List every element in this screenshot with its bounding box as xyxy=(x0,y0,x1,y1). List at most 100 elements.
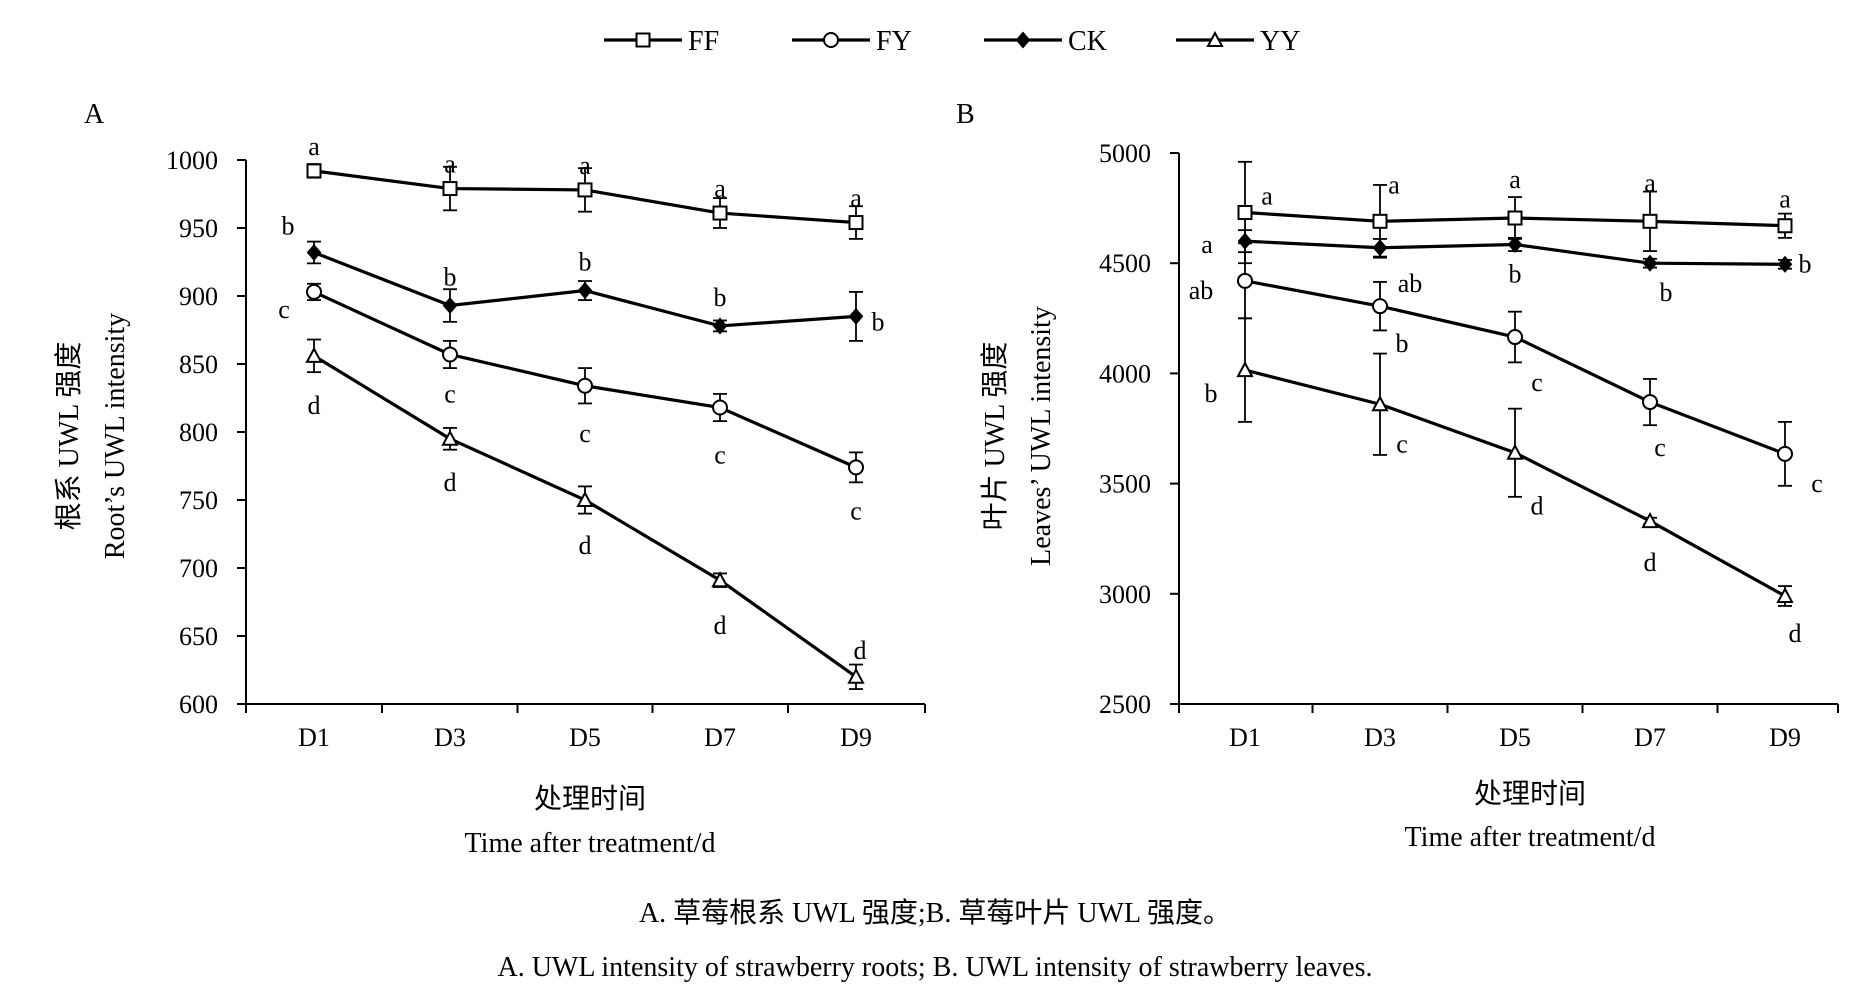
panel-b-point-fy xyxy=(1507,329,1523,346)
panel-b-y-tick-label: 5000 xyxy=(1099,139,1151,168)
panel-a-letter: A xyxy=(84,99,105,130)
legend-item-fy: FY xyxy=(792,26,912,57)
panel-b-x-tick-label-d7: D7 xyxy=(1634,723,1666,752)
panel-a-chart: A 600 650 700 750 800 850 900 950 1000 D1 D3 D5 D7 D9… xyxy=(53,99,926,859)
panel-b-series-fy: ab b c c c xyxy=(1189,242,1823,498)
legend-item-yy: YY xyxy=(1176,26,1300,57)
panel-b-point-ck xyxy=(1507,235,1523,254)
panel-a-sig-letter-fy: c xyxy=(444,379,456,408)
legend-label-ck: CK xyxy=(1068,26,1107,57)
panel-b-point-fy xyxy=(1642,394,1658,411)
panel-a-point-ck xyxy=(848,307,864,325)
panel-a-point-ff xyxy=(848,215,864,231)
panel-a-point-ck xyxy=(577,282,593,300)
panel-b-sig-letter-fy: b xyxy=(1396,329,1409,358)
panel-b-point-ck xyxy=(1642,254,1658,272)
panel-b-y-tick-label: 4500 xyxy=(1099,249,1151,278)
panel-a-y-tick-label: 900 xyxy=(179,282,218,311)
panel-a-point-ff xyxy=(306,163,322,179)
panel-a-y-tick-label: 700 xyxy=(179,554,218,583)
panel-b-point-ff xyxy=(1777,218,1793,234)
panel-b-point-fy xyxy=(1777,445,1793,462)
panel-a-ylabel-en: Root’s UWL intensity xyxy=(100,313,131,559)
panel-a-sig-letter-ck: b xyxy=(282,211,295,240)
panel-a-xlabel-zh: 处理时间 xyxy=(534,783,646,815)
panel-b-sig-letter-ck: b xyxy=(1509,259,1522,288)
panel-a-series-ck: b b b b b xyxy=(282,211,885,342)
panel-a-y-tick-label: 750 xyxy=(179,486,218,515)
panel-b-point-ff xyxy=(1237,205,1253,221)
panel-b-point-yy xyxy=(1776,586,1794,604)
panel-b-sig-letter-fy: ab xyxy=(1189,276,1214,305)
panel-b-point-fy xyxy=(1237,272,1253,289)
panel-b-sig-letter-ff: a xyxy=(1509,165,1521,194)
panel-b-sig-letter-fy: c xyxy=(1811,469,1823,498)
panel-b-letter: B xyxy=(956,99,975,130)
panel-a-series: a a a a a b b b b b c c c c c d d d d d xyxy=(278,132,885,690)
panel-a-point-ff xyxy=(712,205,728,221)
panel-a-series-fy: c c c c c xyxy=(278,282,864,525)
panel-b-series-ck: a ab b b b xyxy=(1201,229,1812,307)
panel-a-sig-letter-ff: a xyxy=(308,132,320,161)
panel-a-sig-letter-ck: b xyxy=(579,248,592,277)
panel-b-xlabel-en: Time after treatment/d xyxy=(1405,822,1656,853)
panel-a-point-ck xyxy=(712,317,728,335)
panel-b-ylabel-zh: 叶片 UWL 强度 xyxy=(979,342,1011,531)
panel-a-sig-letter-ck: b xyxy=(872,307,885,336)
panel-b-x-tick-label-d9: D9 xyxy=(1769,723,1801,752)
panel-a-y-tick-label: 850 xyxy=(179,350,218,379)
panel-b-sig-letter-ck: ab xyxy=(1398,269,1423,298)
panel-b-y-tick-label: 4000 xyxy=(1099,359,1151,388)
panel-a-series-yy: d d d d d xyxy=(305,338,867,690)
panel-a-point-fy xyxy=(577,377,593,394)
legend-item-ck: CK xyxy=(984,26,1107,57)
panel-a-sig-letter-yy: d xyxy=(854,636,867,665)
panel-b-sig-letter-yy: b xyxy=(1205,379,1218,408)
legend-label-fy: FY xyxy=(876,26,912,57)
panel-a-axes: 600 650 700 750 800 850 900 950 1000 D1 D3 D5 D7 D9 xyxy=(166,146,926,752)
panel-a-x-tick-label-d3: D3 xyxy=(434,723,466,752)
panel-a-y-tick-label: 650 xyxy=(179,622,218,651)
panel-a-y-tick-label: 800 xyxy=(179,418,218,447)
caption-zh: A. 草莓根系 UWL 强度;B. 草莓叶片 UWL 强度。 xyxy=(639,897,1231,929)
panel-a-sig-letter-fy: c xyxy=(278,295,290,324)
panel-a-sig-letter-ff: a xyxy=(850,184,862,213)
panel-a-sig-letter-ff: a xyxy=(714,174,726,203)
panel-b-sig-letter-ff: a xyxy=(1644,168,1656,197)
panel-a-sig-letter-yy: d xyxy=(444,468,457,497)
legend-label-yy: YY xyxy=(1260,26,1300,57)
panel-b-y-tick-label: 3500 xyxy=(1099,470,1151,499)
panel-b-point-yy xyxy=(1371,395,1389,412)
panel-a-point-fy xyxy=(442,346,458,363)
panel-a-sig-letter-fy: c xyxy=(850,496,862,525)
panel-b-series-yy: b c d d d xyxy=(1205,317,1802,648)
panel-a-series-ff: a a a a a xyxy=(306,132,864,240)
panel-b-sig-letter-fy: c xyxy=(1531,368,1543,397)
panel-b-y-tick-label: 3000 xyxy=(1099,580,1151,609)
panel-a-point-ff xyxy=(442,181,458,197)
panel-a-x-tick-label-d9: D9 xyxy=(840,723,872,752)
panel-a-sig-letter-ff: a xyxy=(579,151,591,180)
panel-a-point-yy xyxy=(847,667,865,684)
legend-marker-ck xyxy=(1015,31,1031,49)
panel-a-sig-letter-yy: d xyxy=(308,391,321,420)
panel-b-axes: 2500 3000 3500 4000 4500 5000 D1 D3 D5 D7 D9 xyxy=(1099,139,1839,752)
panel-b-point-ck xyxy=(1777,255,1793,273)
panel-b-ylabel-en: Leaves’ UWL intensity xyxy=(1026,306,1057,566)
panel-b-point-fy xyxy=(1372,298,1388,315)
panel-a-x-tick-label-d1: D1 xyxy=(298,723,330,752)
panel-a-sig-letter-fy: c xyxy=(714,441,726,470)
panel-a-point-yy xyxy=(305,346,323,363)
panel-b-sig-letter-yy: d xyxy=(1531,492,1544,521)
panel-b-sig-letter-yy: d xyxy=(1789,619,1802,648)
panel-a-sig-letter-ck: b xyxy=(444,263,457,292)
panel-b-y-tick-label: 2500 xyxy=(1099,690,1151,719)
panel-a-point-yy xyxy=(576,490,594,507)
legend-item-ff: FF xyxy=(604,26,719,57)
panel-b-x-tick-label-d3: D3 xyxy=(1364,723,1396,752)
panel-b-sig-letter-ck: b xyxy=(1799,249,1812,278)
panel-a-y-tick-label: 1000 xyxy=(166,146,218,175)
legend-marker-fy xyxy=(823,32,839,48)
legend-marker-yy xyxy=(1206,30,1224,47)
